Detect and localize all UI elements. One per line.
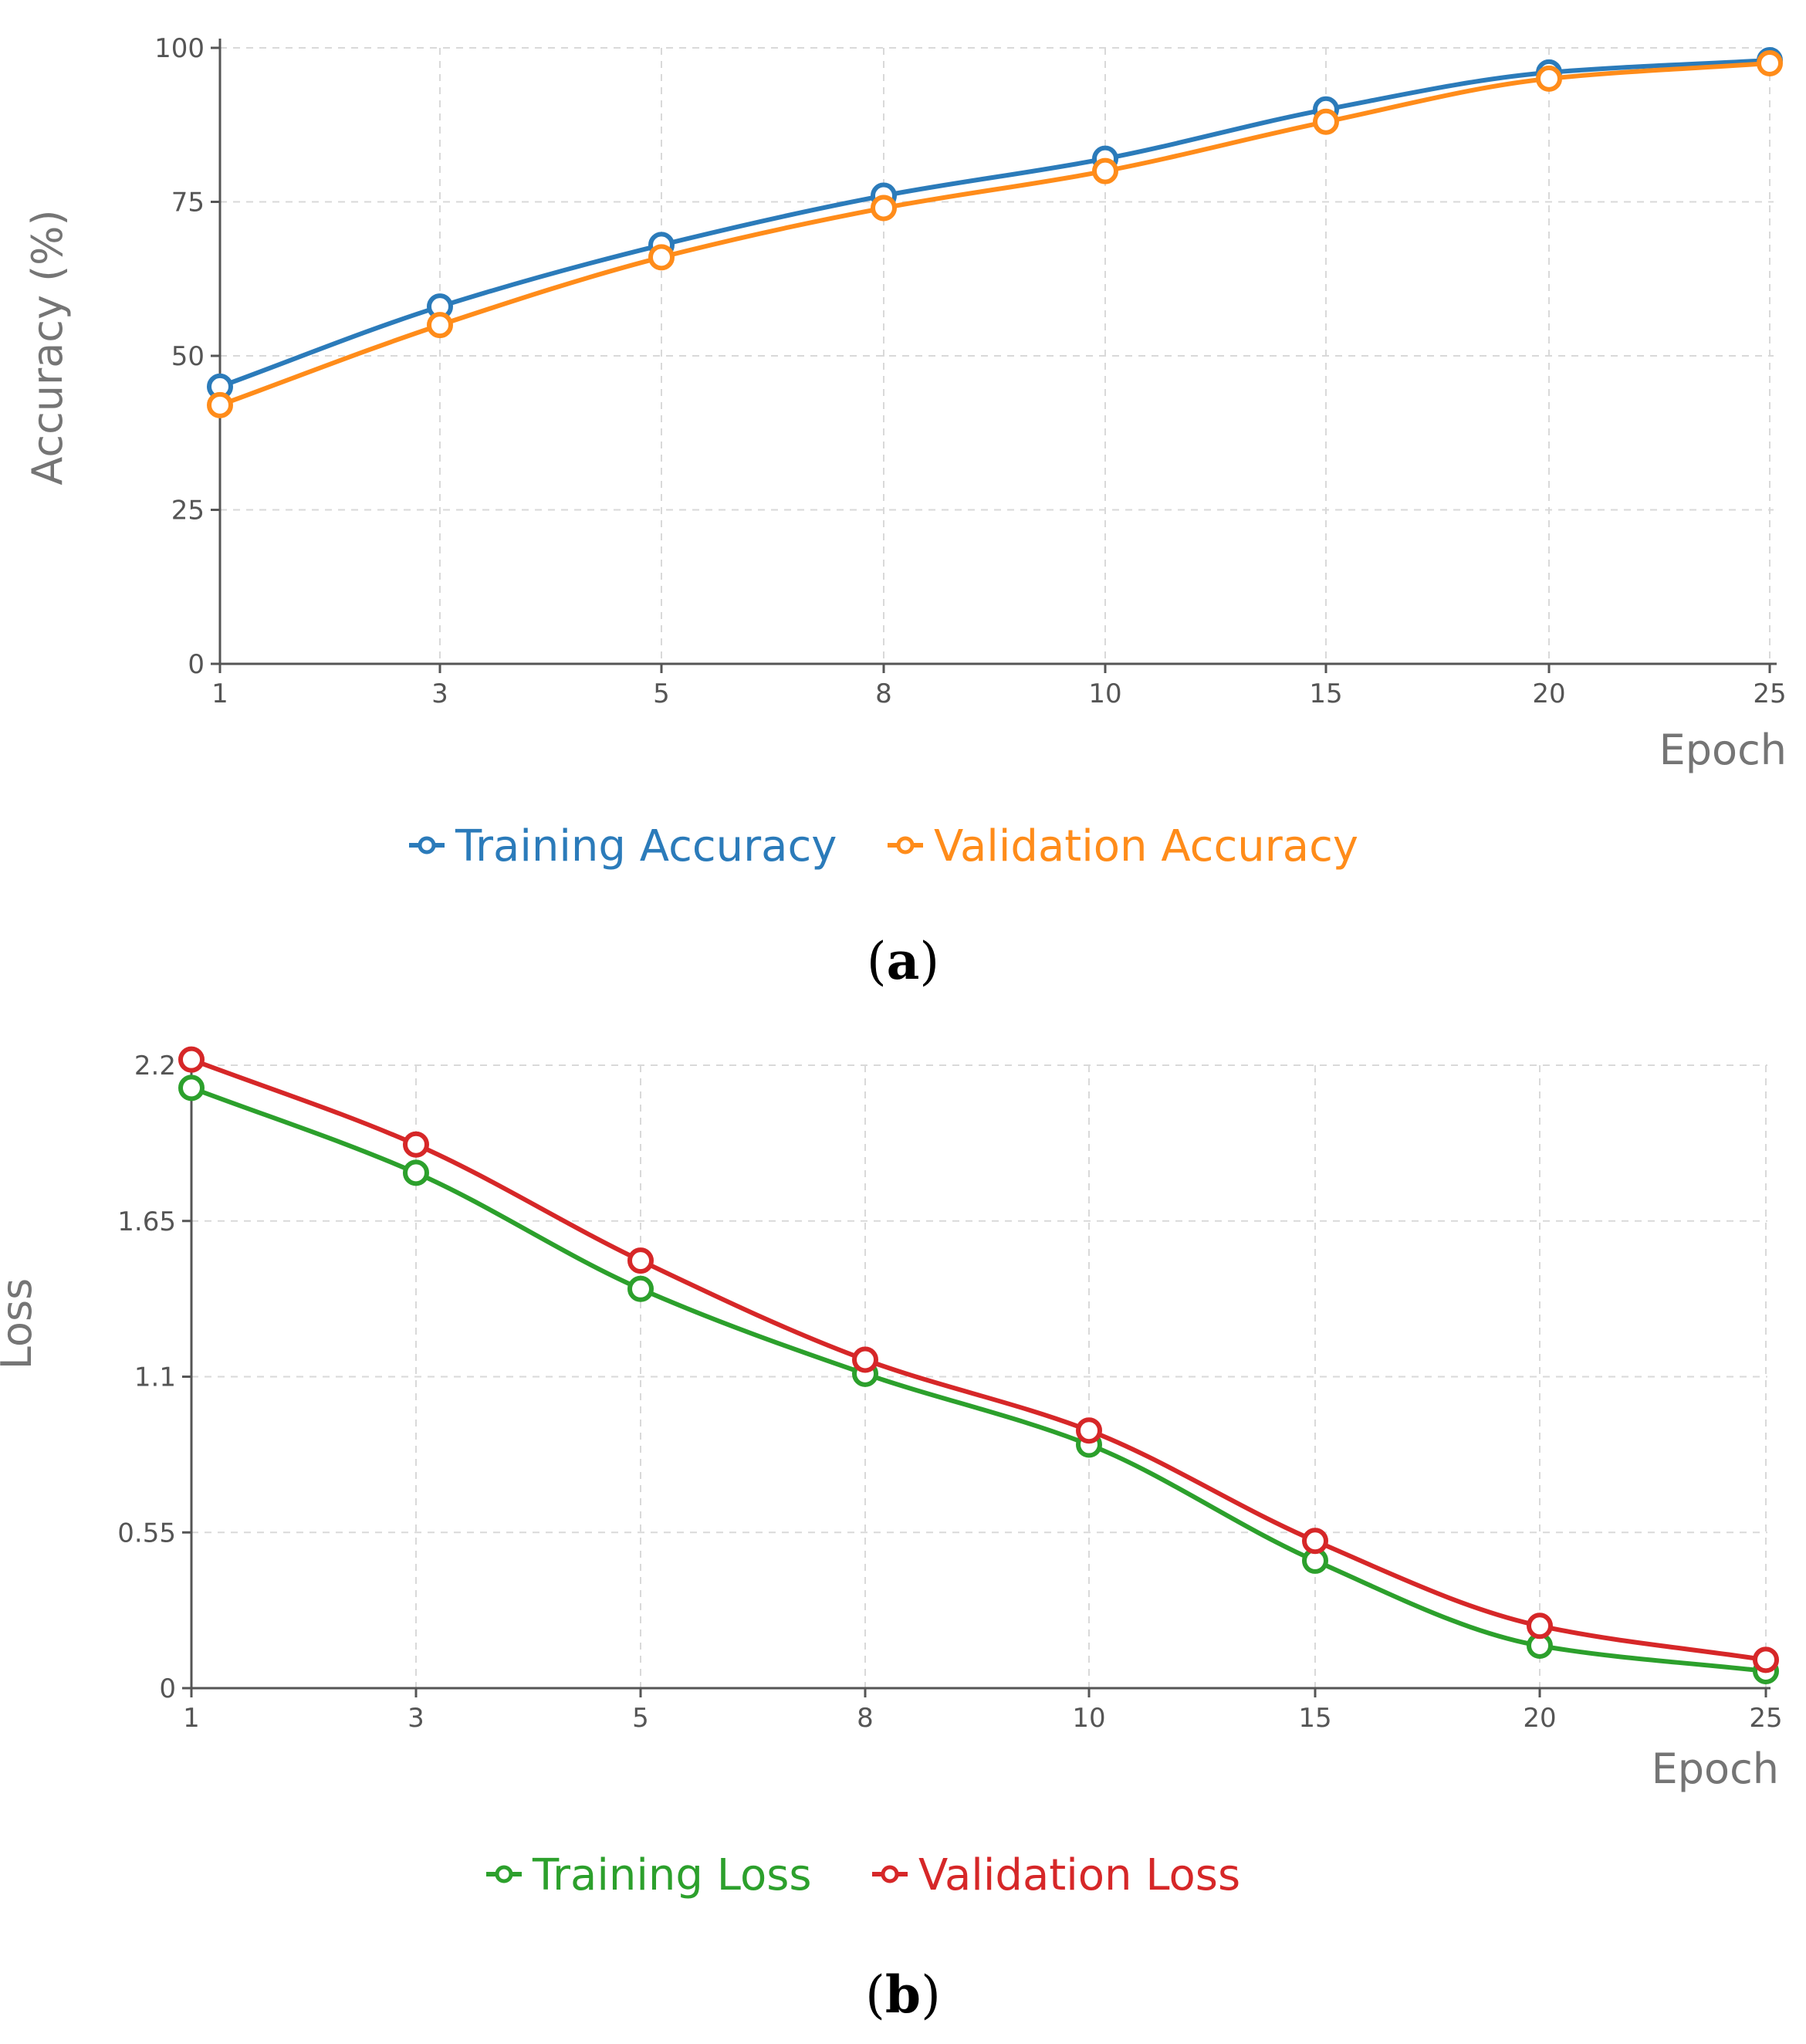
- x-tick-label: 15: [1298, 1703, 1331, 1734]
- data-point: [648, 244, 675, 271]
- legend-item-1: Training Accuracy: [409, 821, 837, 871]
- x-tick-label: 8: [857, 1703, 874, 1734]
- x-axis-title: Epoch: [1652, 1745, 1779, 1793]
- data-point: [1536, 65, 1562, 92]
- y-tick-label: 100: [154, 33, 205, 64]
- data-point: [403, 1131, 429, 1158]
- data-point: [207, 391, 233, 418]
- data-point: [178, 1074, 205, 1102]
- series-line-1: [218, 58, 1772, 389]
- x-tick-label: 1: [211, 679, 228, 709]
- x-tick-label: 15: [1309, 679, 1342, 709]
- x-tick-label: 25: [1753, 679, 1786, 709]
- series-line-1: [189, 1085, 1768, 1673]
- y-tick-label: 50: [171, 341, 205, 372]
- x-tick-label: 5: [632, 1703, 649, 1734]
- legend-label: Training Loss: [532, 1850, 812, 1900]
- legend-marker-icon: [896, 836, 915, 854]
- data-point: [427, 312, 453, 339]
- x-tick-label: 20: [1532, 679, 1565, 709]
- data-point: [627, 1275, 654, 1302]
- y-tick-label: 25: [171, 496, 205, 526]
- y-tick-label: 0: [159, 1673, 176, 1704]
- legend-marker-icon: [418, 836, 436, 854]
- x-tick-label: 5: [653, 679, 670, 709]
- y-tick-label: 0: [188, 649, 205, 680]
- y-tick-label: 1.65: [117, 1206, 176, 1237]
- data-point: [1527, 1613, 1553, 1640]
- legend: Training Loss Validation Loss: [486, 1850, 1240, 1900]
- data-point: [627, 1247, 654, 1274]
- data-point: [178, 1046, 205, 1073]
- series-line-2: [218, 61, 1772, 408]
- data-point: [1076, 1417, 1102, 1444]
- data-point: [1302, 1528, 1328, 1555]
- data-point: [1313, 108, 1339, 135]
- data-point: [852, 1346, 878, 1373]
- data-point: [1753, 1646, 1779, 1673]
- y-tick-label: 2.2: [134, 1051, 176, 1081]
- x-tick-label: 10: [1072, 1703, 1105, 1734]
- data-point: [1757, 49, 1783, 76]
- chart-panel-b: 0 0.55 1.1 1.65 2.2 1 3 5 8 10 15 20 25 Loss Epoch Trai…: [0, 1046, 1783, 2025]
- legend-marker-icon: [495, 1865, 513, 1883]
- legend-item-2: Validation Accuracy: [888, 821, 1358, 871]
- x-tick-label: 3: [408, 1703, 424, 1734]
- series-line-2: [189, 1057, 1768, 1663]
- chart-panel-a: 0 25 50 75 100 1 3 5 8 10 15 20 25 Accuracy (%) Epoch T…: [23, 33, 1787, 991]
- panel-caption: (a): [867, 931, 939, 991]
- x-axis-title: Epoch: [1659, 726, 1787, 774]
- y-tick-label: 75: [171, 188, 205, 218]
- data-point: [871, 195, 897, 222]
- y-axis-title: Loss: [0, 1278, 41, 1369]
- x-tick-label: 20: [1523, 1703, 1556, 1734]
- legend-marker-icon: [881, 1865, 899, 1883]
- y-tick-label: 1.1: [134, 1362, 176, 1393]
- data-point: [1092, 157, 1118, 184]
- legend-label: Training Accuracy: [455, 821, 837, 871]
- x-tick-label: 8: [875, 679, 892, 709]
- legend-label: Validation Accuracy: [934, 821, 1358, 871]
- x-tick-label: 1: [183, 1703, 200, 1734]
- legend-item-1: Training Loss: [486, 1850, 812, 1900]
- x-tick-label: 10: [1088, 679, 1121, 709]
- legend-item-2: Validation Loss: [872, 1850, 1240, 1900]
- y-axis-title: Accuracy (%): [23, 209, 72, 485]
- data-point: [403, 1159, 429, 1186]
- legend: Training Accuracy Validation Accuracy: [409, 821, 1358, 871]
- y-tick-label: 0.55: [117, 1518, 176, 1548]
- legend-label: Validation Loss: [918, 1850, 1240, 1900]
- x-tick-label: 3: [431, 679, 448, 709]
- x-tick-label: 25: [1749, 1703, 1782, 1734]
- panel-caption: (b): [865, 1964, 941, 2025]
